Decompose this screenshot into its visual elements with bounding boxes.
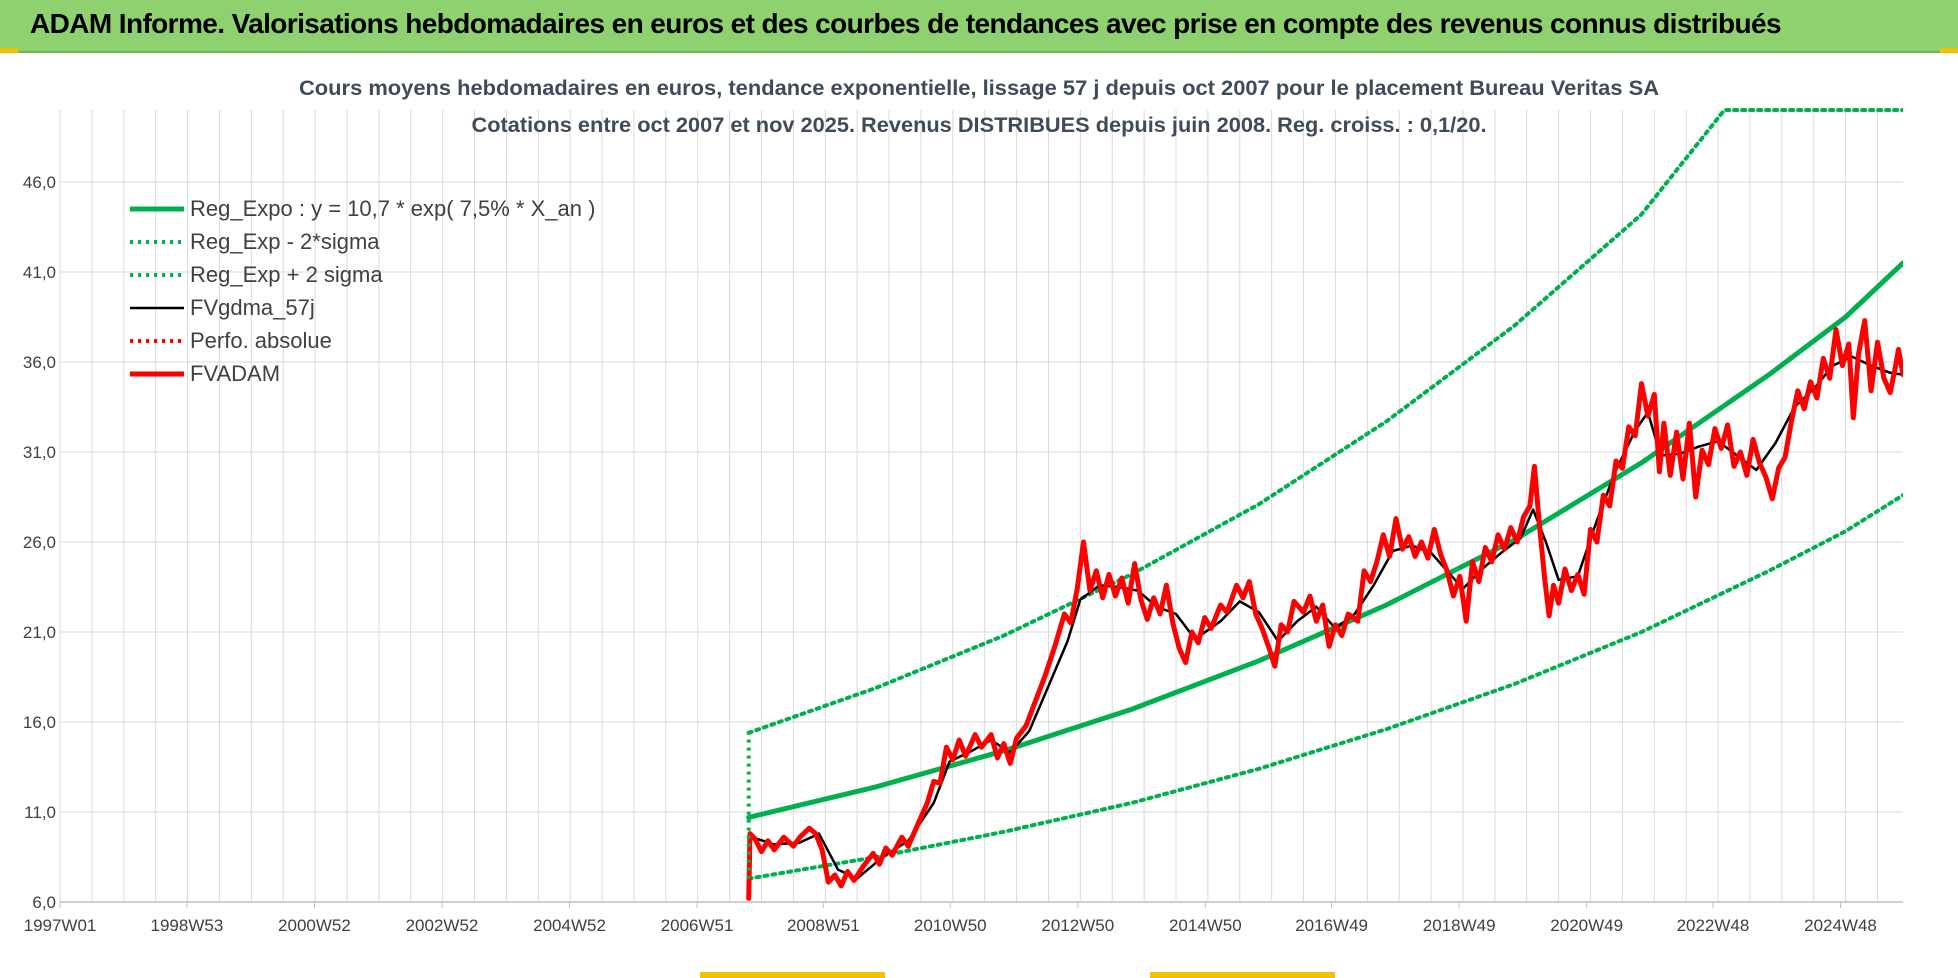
series-layer	[746, 108, 1903, 901]
series-line-1	[746, 493, 1903, 881]
corner-mark-right	[1940, 48, 1958, 53]
series-line-0	[746, 260, 1903, 820]
x-tick-label: 2006W51	[661, 916, 734, 935]
y-tick-label: 16,0	[23, 713, 56, 732]
legend-label: Reg_Exp - 2*sigma	[190, 229, 380, 254]
y-tick-label: 46,0	[23, 173, 56, 192]
y-tick-label: 31,0	[23, 443, 56, 462]
chart-title: Cours moyens hebdomadaires en euros, ten…	[299, 77, 1659, 100]
y-tick-label: 6,0	[32, 893, 56, 912]
series-line-5	[746, 318, 1903, 901]
y-tick-label: 21,0	[23, 623, 56, 642]
x-tick-label: 1997W01	[24, 916, 97, 935]
chart-area: 6,0 11,0 16,0 21,0 26,0 31,0 36,0 41,0 46,0 1997W…	[0, 53, 1958, 978]
x-tick-label: 2010W50	[914, 916, 987, 935]
legend-label: FVADAM	[190, 361, 280, 386]
y-tick-label: 11,0	[24, 803, 56, 822]
x-tick-label: 1998W53	[151, 916, 224, 935]
x-tick-label: 2020W49	[1550, 916, 1623, 935]
x-tick-label: 2004W52	[533, 916, 606, 935]
y-tick-label: 26,0	[23, 533, 56, 552]
x-tick-label: 2002W52	[406, 916, 479, 935]
x-tick-label: 2016W49	[1295, 916, 1368, 935]
legend: Reg_Expo : y = 10,7 * exp( 7,5% * X_an )…	[130, 196, 595, 386]
report-header: ADAM Informe. Valorisations hebdomadaire…	[0, 0, 1958, 53]
legend-label: Reg_Exp + 2 sigma	[190, 262, 383, 287]
report-title: ADAM Informe. Valorisations hebdomadaire…	[30, 8, 1782, 39]
chart-subtitle: Cotations entre oct 2007 et nov 2025. Re…	[472, 114, 1487, 137]
corner-mark-left	[0, 48, 18, 53]
x-tick-label: 2000W52	[278, 916, 351, 935]
price-chart: 6,0 11,0 16,0 21,0 26,0 31,0 36,0 41,0 46,0 1997W…	[23, 77, 1903, 935]
bottom-mark-1	[700, 972, 885, 978]
x-tick-label: 2024W48	[1804, 916, 1877, 935]
axes: 6,0 11,0 16,0 21,0 26,0 31,0 36,0 41,0 46,0 1997W…	[23, 173, 1903, 935]
y-tick-label: 36,0	[23, 353, 56, 372]
legend-label: Reg_Expo : y = 10,7 * exp( 7,5% * X_an )	[190, 196, 595, 221]
y-tick-label: 41,0	[23, 263, 56, 282]
x-tick-label: 2018W49	[1423, 916, 1496, 935]
series-line-2	[746, 108, 1903, 735]
legend-label: Perfo. absolue	[190, 328, 332, 353]
x-tick-label: 2008W51	[787, 916, 860, 935]
legend-label: FVgdma_57j	[190, 295, 315, 320]
grid	[59, 110, 1903, 903]
x-tick-label: 2012W50	[1041, 916, 1114, 935]
bottom-mark-2	[1150, 972, 1335, 978]
x-tick-label: 2014W50	[1169, 916, 1242, 935]
x-tick-label: 2022W48	[1677, 916, 1750, 935]
